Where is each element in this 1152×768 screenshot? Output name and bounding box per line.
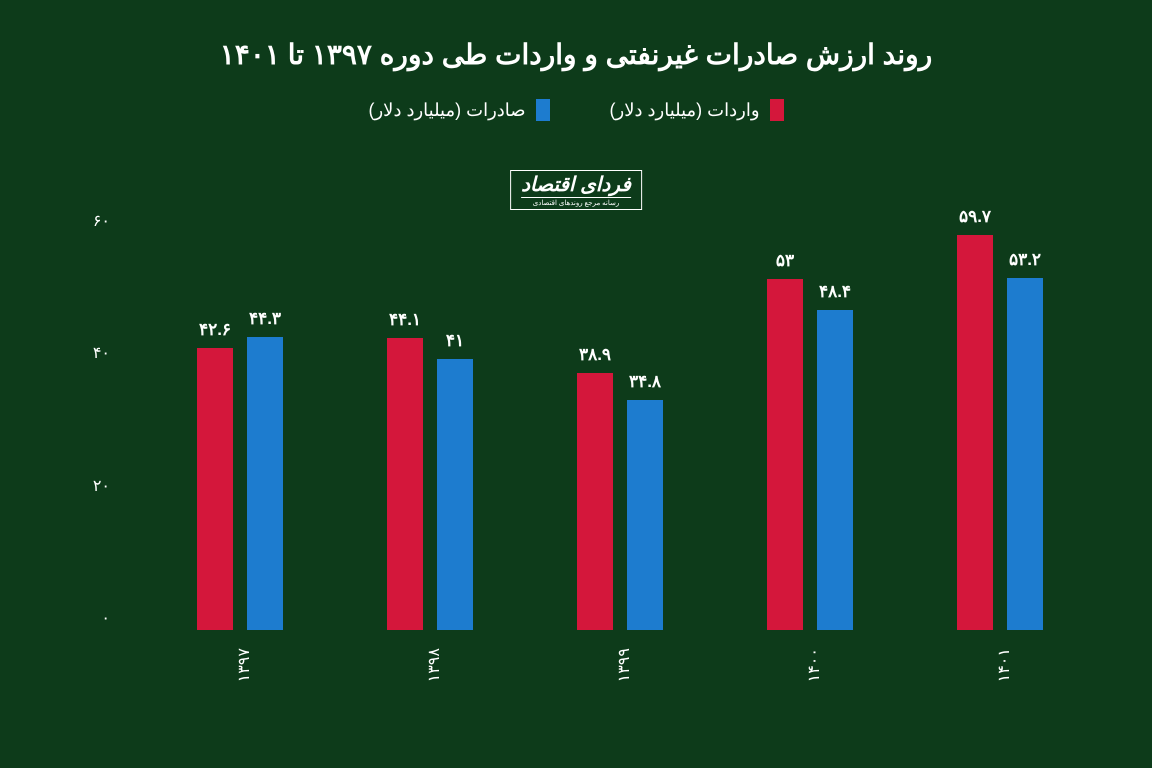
watermark-main: فردای اقتصاد	[521, 175, 631, 195]
x-axis-label: ۱۳۹۷	[234, 648, 254, 682]
bar-exports: ۴۴.۳	[247, 337, 283, 630]
legend-item-imports: واردات (میلیارد دلار)	[610, 99, 784, 121]
bar-exports: ۴۸.۴	[817, 310, 853, 630]
x-axis-label: ۱۴۰۱	[994, 648, 1014, 682]
bar-value-label: ۴۸.۴	[819, 282, 851, 302]
bar-exports: ۳۴.۸	[627, 400, 663, 630]
bar-exports: ۴۱	[437, 359, 473, 630]
legend: واردات (میلیارد دلار) صادرات (میلیارد دل…	[0, 99, 1152, 121]
bar-value-label: ۵۹.۷	[959, 207, 991, 227]
bar-imports: ۵۳	[767, 279, 803, 630]
chart-area: ۰۲۰۴۰۶۰ ۴۲.۶۴۴.۳۱۳۹۷۴۴.۱۴۱۱۳۹۸۳۸.۹۳۴.۸۱۳…	[120, 200, 1060, 630]
legend-item-exports: صادرات (میلیارد دلار)	[369, 99, 550, 121]
x-axis-label: ۱۳۹۸	[424, 648, 444, 682]
bar-value-label: ۳۸.۹	[579, 345, 611, 365]
bar-value-label: ۳۴.۸	[629, 372, 661, 392]
legend-label-imports: واردات (میلیارد دلار)	[610, 100, 760, 121]
y-tick: ۴۰	[93, 343, 110, 363]
legend-swatch-exports	[536, 99, 550, 121]
bar-value-label: ۴۱	[446, 331, 464, 351]
bar-imports: ۳۸.۹	[577, 373, 613, 630]
y-tick: ۰	[101, 608, 110, 628]
y-tick: ۶۰	[93, 211, 110, 231]
x-axis-label: ۱۴۰۰	[804, 648, 824, 682]
bar-value-label: ۵۳	[776, 251, 794, 271]
chart-title: روند ارزش صادرات غیرنفتی و واردات طی دور…	[0, 0, 1152, 71]
legend-label-exports: صادرات (میلیارد دلار)	[369, 100, 526, 121]
bar-imports: ۴۴.۱	[387, 338, 423, 630]
bar-imports: ۴۲.۶	[197, 348, 233, 630]
bar-value-label: ۴۴.۱	[389, 310, 421, 330]
plot: ۴۲.۶۴۴.۳۱۳۹۷۴۴.۱۴۱۱۳۹۸۳۸.۹۳۴.۸۱۳۹۹۵۳۴۸.۴…	[120, 200, 1060, 630]
bar-imports: ۵۹.۷	[957, 235, 993, 630]
x-axis-label: ۱۳۹۹	[614, 648, 634, 682]
legend-swatch-imports	[770, 99, 784, 121]
bar-value-label: ۴۴.۳	[249, 309, 281, 329]
y-tick: ۲۰	[93, 476, 110, 496]
bar-exports: ۵۳.۲	[1007, 278, 1043, 630]
bar-value-label: ۵۳.۲	[1009, 250, 1041, 270]
y-axis: ۰ ۲۰ ۴۰ ۶۰	[75, 200, 120, 630]
bar-value-label: ۴۲.۶	[199, 320, 231, 340]
